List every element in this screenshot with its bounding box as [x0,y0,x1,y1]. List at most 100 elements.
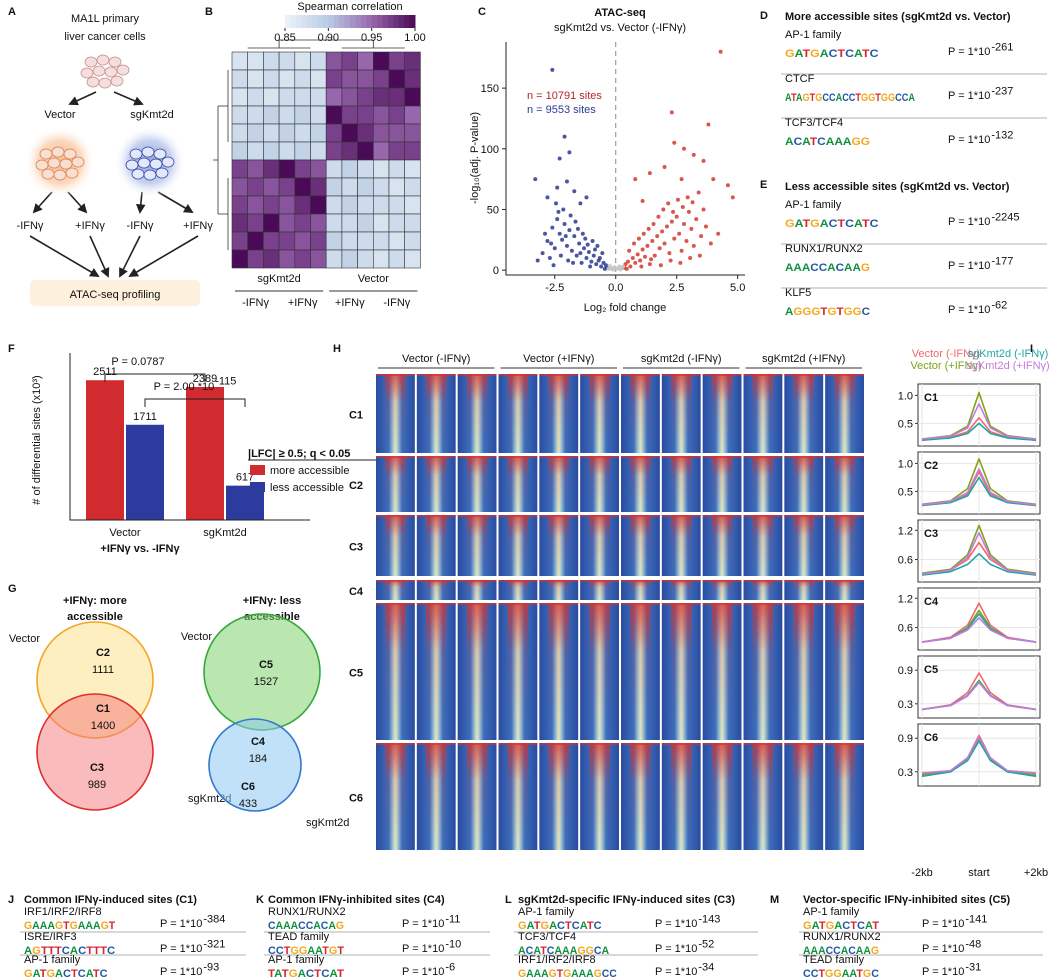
heatmap-cell [232,124,248,142]
heatmap-tile-top [834,743,854,850]
colorbar-segment [339,15,345,28]
logo-letter: G [853,306,862,318]
venn-region-name: C2 [96,647,110,659]
point [587,250,591,254]
point [550,226,554,230]
chart-title: ATAC-seq [594,7,646,19]
heatmap-tile-top [712,374,732,453]
heatmap-cell [295,214,311,232]
heatmap-tile-top [630,580,650,600]
heatmap-cell [373,160,389,178]
motif-p-value: P = 1*10 [948,90,990,102]
heatmap-cell [248,232,264,250]
colorbar-segment [334,15,340,28]
point [680,177,684,181]
logo-letter: A [843,136,852,148]
logo-letter: G [861,92,868,104]
venn-region-name: C4 [251,736,266,748]
heatmap-tile-top [426,580,446,600]
heatmap-cell [342,142,358,160]
output-label: ATAC-seq profiling [70,289,161,301]
point [556,210,560,214]
point [633,177,637,181]
point [682,222,686,226]
point [578,251,582,255]
cell [64,149,76,159]
motif-name: TEAD family [268,931,330,943]
venn-region-name: C6 [241,781,255,793]
motif-name: RUNX1/RUNX2 [803,931,881,943]
colorbar-segment [361,15,367,28]
logo-letter: G [785,218,795,230]
point [684,239,688,243]
motif-p-value: P = 1*10 [655,918,697,930]
point [631,256,635,260]
logo-letter: C [78,968,86,979]
heatmap-cell [263,214,279,232]
heatmap-tile-top [508,456,528,512]
venn-region-count: 1111 [92,664,114,676]
heatmap-cell [311,124,327,142]
point [682,147,686,151]
heatmap-cell [232,232,248,250]
heatmap-cell [311,232,327,250]
logo-letter: C [829,48,838,60]
logo-letter: G [828,306,837,318]
heatmap-cell [248,178,264,196]
colorbar-segment [377,15,383,28]
panel-letter: M [770,894,779,906]
schematic-title: MA1L primary [71,13,140,25]
point [594,262,598,266]
heatmap-cell [279,196,295,214]
heatmap-tile-top [426,743,446,850]
cell [66,168,78,178]
logo-letter: A [298,968,306,979]
heatmap-cell [295,124,311,142]
heatmap-cell [279,160,295,178]
heatmap-cell [248,142,264,160]
heatmap-cell [263,196,279,214]
motif-name: AP-1 family [803,906,860,918]
heatmap-cell [248,250,264,268]
heatmap-cell [389,214,405,232]
point [582,246,586,250]
heatmap-group-label: sgKmt2d (+IFNγ) [762,353,845,365]
heatmap-tile-top [712,580,732,600]
heatmap-tile-top [589,515,609,576]
heatmap-tile-top [834,374,854,453]
heatmap-cell [405,106,421,124]
heatmap-tile-top [712,743,732,850]
heatmap-cell [358,70,374,88]
annotation: P = 2.00 *10 [154,381,215,393]
cell [40,149,52,159]
heatmap-cell [405,160,421,178]
y-axis-label: # of differential sites (x10³) [31,375,43,504]
cell [130,149,142,159]
venn-region-count: 1527 [254,676,278,688]
point [608,264,612,268]
heatmap-cell [232,250,248,268]
point [558,232,562,236]
heatmap-tile-top [671,456,691,512]
motif-p-value: P = 1*10 [948,216,990,228]
heatmap-tile-top [426,515,446,576]
point [571,261,575,265]
point [536,258,540,262]
logo-letter: C [871,968,879,979]
column-condition-label: +IFNγ [288,297,318,309]
point [543,232,547,236]
cell [99,78,111,88]
colorbar-segment [290,15,296,28]
heatmap-tile-top [589,603,609,740]
point [670,220,674,224]
venn-title: +IFNγ: more [63,595,127,607]
y-axis-label: -log₁₀(adj. P-value) [469,112,481,204]
cell [144,170,156,180]
colorbar-tick-label: 0.90 [318,32,339,44]
logo-letter: G [810,218,820,230]
heatmap-cell [373,196,389,214]
point [671,210,675,214]
heatmap-cell [263,124,279,142]
heatmap-tile-top [385,603,405,740]
point [564,234,568,238]
